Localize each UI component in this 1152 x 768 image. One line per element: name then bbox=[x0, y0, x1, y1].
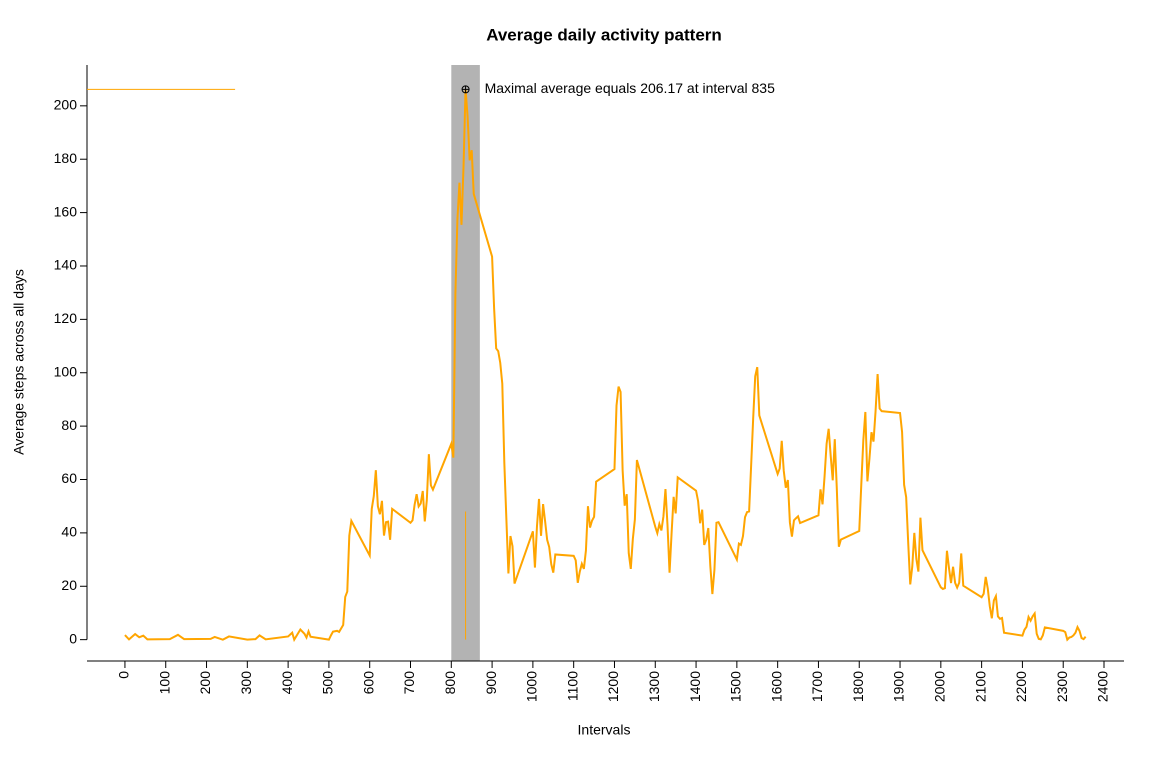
x-tick-label: 200 bbox=[197, 671, 213, 695]
x-tick-label: 800 bbox=[442, 671, 458, 695]
x-tick-label: 1600 bbox=[768, 671, 784, 702]
x-tick-label: 2200 bbox=[1013, 671, 1029, 702]
x-tick-label: 1300 bbox=[646, 671, 662, 702]
chart-title: Average daily activity pattern bbox=[486, 25, 722, 44]
y-tick-label: 200 bbox=[54, 97, 78, 113]
x-tick-label: 500 bbox=[320, 671, 336, 695]
y-tick-label: 80 bbox=[61, 417, 77, 433]
x-tick-label: 100 bbox=[156, 671, 172, 695]
x-tick-label: 0 bbox=[116, 671, 132, 679]
x-tick-label: 1100 bbox=[564, 671, 580, 701]
max-point-cross bbox=[462, 85, 470, 93]
y-tick-label: 180 bbox=[54, 150, 78, 166]
x-tick-label: 1500 bbox=[728, 671, 744, 702]
x-tick-label: 300 bbox=[238, 671, 254, 695]
y-tick-label: 60 bbox=[61, 470, 77, 486]
x-tick-label: 400 bbox=[279, 671, 295, 695]
x-tick-label: 1700 bbox=[809, 671, 825, 702]
y-tick-label: 20 bbox=[61, 577, 77, 593]
y-tick-label: 100 bbox=[54, 363, 78, 379]
x-tick-label: 2100 bbox=[972, 671, 988, 702]
x-tick-label: 1800 bbox=[850, 671, 866, 702]
x-tick-label: 1000 bbox=[524, 671, 540, 702]
line bbox=[124, 89, 1087, 643]
annotation: Maximal average equals 206.17 at interva… bbox=[485, 80, 776, 96]
y-tick-label: 160 bbox=[54, 203, 78, 219]
x-tick-label: 900 bbox=[483, 671, 499, 695]
y-tick-label: 40 bbox=[61, 524, 77, 540]
x-tick-label: 700 bbox=[401, 671, 417, 695]
y-tick-label: 120 bbox=[54, 310, 78, 326]
x-tick-label: 2300 bbox=[1054, 671, 1070, 702]
x-tick-label: 2000 bbox=[932, 671, 948, 702]
x-tick-label: 1200 bbox=[605, 671, 621, 702]
y-tick-label: 140 bbox=[54, 257, 78, 273]
x-tick-label: 2400 bbox=[1095, 671, 1111, 702]
x-axis-label: Intervals bbox=[578, 722, 631, 738]
x-tick-label: 600 bbox=[360, 671, 376, 695]
x-tick-label: 1400 bbox=[687, 671, 703, 702]
x-tick-label: 1900 bbox=[891, 671, 907, 702]
y-tick-label: 0 bbox=[69, 630, 77, 646]
y-axis-label: Average steps across all days bbox=[11, 269, 27, 455]
